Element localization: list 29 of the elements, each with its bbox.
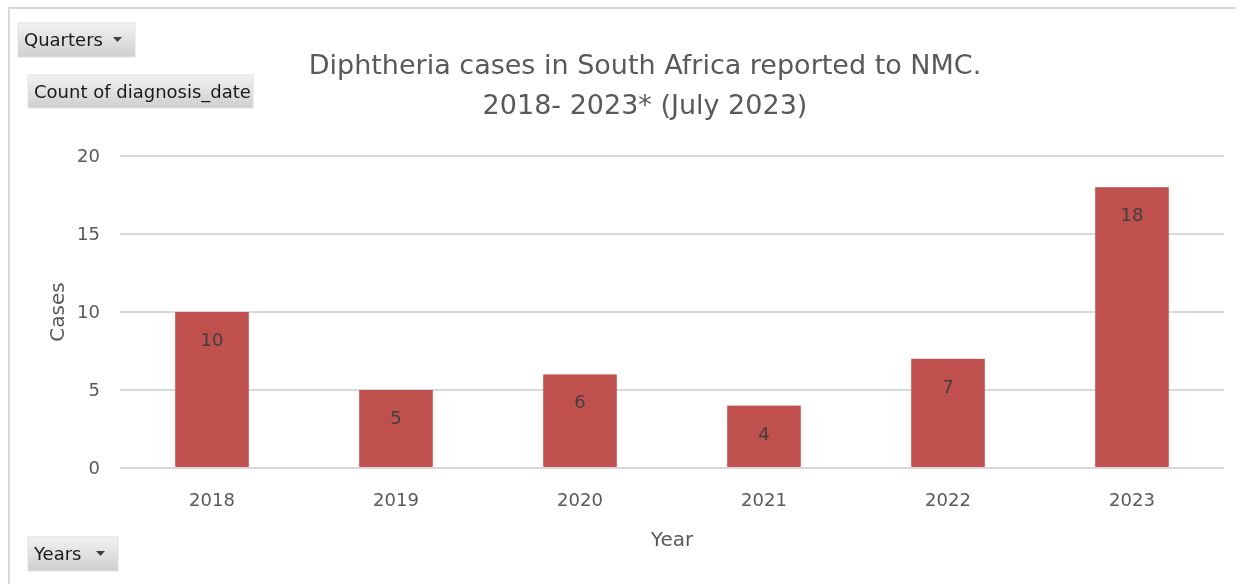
y-tick-label: 0 [88,457,100,479]
data-label: 18 [1120,204,1144,226]
text: Count of diagnosis_date [34,80,251,103]
x-tick-label: 2020 [557,489,603,510]
bar [359,390,433,468]
x-tick-label: 2022 [925,489,971,510]
x-tick-label: 2021 [741,489,787,510]
data-label: 4 [758,422,770,444]
y-axis-title: Cases [45,282,69,342]
x-tick-label: 2019 [373,489,419,510]
x-axis-title: Year [649,527,694,551]
data-label: 5 [390,407,402,428]
data-label: 6 [574,391,586,413]
bar [175,312,249,468]
bar [727,405,801,468]
text: Years [33,543,82,565]
bar [1095,187,1169,468]
y-tick-label: 15 [77,223,100,245]
y-tick-label: 5 [88,379,100,401]
text: Quarters [24,29,103,51]
bar [911,358,985,468]
bar [543,374,617,468]
y-tick-label: 20 [77,145,100,167]
data-label: 10 [200,329,224,350]
x-tick-label: 2023 [1109,489,1155,510]
y-tick-label: 10 [77,301,100,323]
x-tick-label: 2018 [189,489,235,510]
data-label: 7 [942,375,954,397]
chart-title: Diphtheria cases in South Africa reported to NMC. 2018- 2023* (July 2023) [308,49,982,120]
